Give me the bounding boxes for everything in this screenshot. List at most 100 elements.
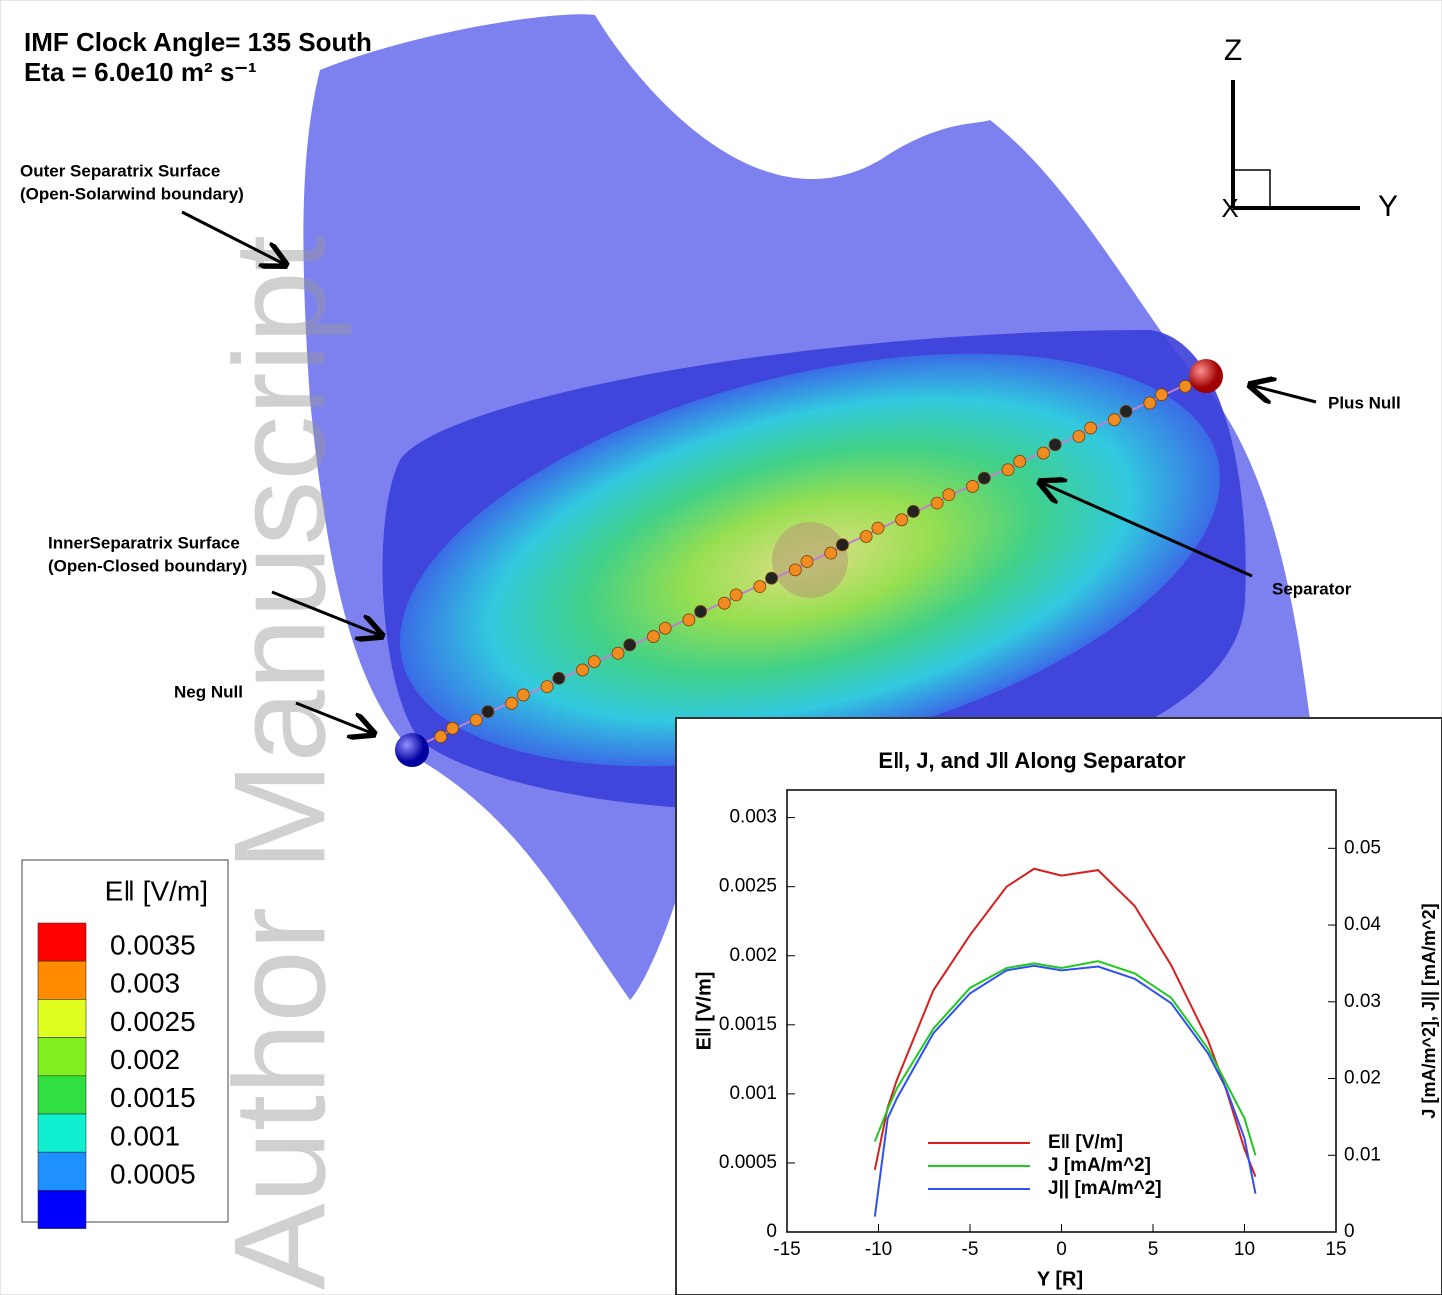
colorbar-swatch bbox=[38, 961, 86, 999]
bead bbox=[896, 514, 908, 526]
x-axis-label: Y [R] bbox=[1037, 1268, 1083, 1290]
y-tick-label: 0.002 bbox=[729, 945, 777, 966]
title: IMF Clock Angle= 135 South bbox=[24, 27, 372, 57]
inset bbox=[676, 718, 1442, 1295]
annotation: Outer Separatrix Surface bbox=[20, 161, 220, 180]
colorbar-swatch bbox=[38, 1152, 86, 1190]
bead bbox=[506, 697, 518, 709]
colorbar-title: E‖ [V/m] bbox=[105, 875, 208, 906]
x-tick-label: 5 bbox=[1148, 1239, 1159, 1260]
bead bbox=[967, 480, 979, 492]
y-tick-label: 0.003 bbox=[729, 807, 777, 828]
y2-tick-label: 0.04 bbox=[1344, 914, 1381, 935]
y2-tick-label: 0.01 bbox=[1344, 1144, 1381, 1165]
plus-null bbox=[1189, 359, 1223, 393]
bead bbox=[872, 522, 884, 534]
bead bbox=[470, 714, 482, 726]
bead bbox=[766, 572, 778, 584]
chart-title: E‖, J, and J‖ Along Separator bbox=[878, 748, 1186, 773]
x-tick-label: 0 bbox=[1056, 1239, 1067, 1260]
y-tick-label: 0.001 bbox=[729, 1083, 777, 1104]
bead bbox=[943, 489, 955, 501]
y-tick-label: 0.0015 bbox=[719, 1014, 777, 1035]
y2-tick-label: 0.02 bbox=[1344, 1068, 1381, 1089]
colorbar-label: 0.002 bbox=[110, 1044, 180, 1075]
x-tick-label: 15 bbox=[1325, 1239, 1346, 1260]
colorbar-label: 0.0005 bbox=[110, 1159, 196, 1190]
bead bbox=[541, 681, 553, 693]
bead bbox=[695, 606, 707, 618]
bead bbox=[624, 639, 636, 651]
y2-tick-label: 0 bbox=[1344, 1221, 1355, 1242]
annotation: Neg Null bbox=[174, 682, 243, 701]
y2-tick-label: 0.05 bbox=[1344, 837, 1381, 858]
bead bbox=[659, 622, 671, 634]
bead bbox=[1108, 414, 1120, 426]
bead bbox=[836, 539, 848, 551]
y-axis-label: E‖ [V/m] bbox=[693, 972, 715, 1051]
colorbar-swatch bbox=[38, 1038, 86, 1076]
annotation: Plus Null bbox=[1328, 393, 1401, 412]
colorbar-swatch bbox=[38, 923, 86, 961]
bead bbox=[801, 556, 813, 568]
bead bbox=[1073, 430, 1085, 442]
x-tick-label: -15 bbox=[773, 1239, 800, 1260]
bead bbox=[435, 731, 447, 743]
triad-label: Z bbox=[1224, 34, 1242, 67]
triad-label: Y bbox=[1378, 190, 1398, 223]
annotation: (Open-Solarwind boundary) bbox=[20, 184, 244, 203]
y-tick-label: 0.0025 bbox=[719, 876, 777, 897]
bead bbox=[1156, 389, 1168, 401]
annotation: (Open-Closed boundary) bbox=[48, 556, 247, 575]
bead bbox=[907, 505, 919, 517]
annotation: InnerSeparatrix Surface bbox=[48, 533, 240, 552]
bead bbox=[1014, 455, 1026, 467]
colorbar-swatch bbox=[38, 999, 86, 1037]
bead bbox=[1037, 447, 1049, 459]
bead bbox=[825, 547, 837, 559]
bead bbox=[588, 656, 600, 668]
colorbar-swatch bbox=[38, 1076, 86, 1114]
bead bbox=[683, 614, 695, 626]
bead bbox=[730, 589, 742, 601]
bead bbox=[860, 530, 872, 542]
legend-label: J [mA/m^2] bbox=[1048, 1155, 1151, 1176]
bead bbox=[789, 564, 801, 576]
bead bbox=[1179, 380, 1191, 392]
bead bbox=[446, 722, 458, 734]
legend-label: J|| [mA/m^2] bbox=[1048, 1178, 1162, 1199]
bead bbox=[1120, 405, 1132, 417]
figure: Author Manuscript IMF Clock Angle= 135 S… bbox=[0, 0, 1442, 1295]
bead bbox=[553, 672, 565, 684]
bead bbox=[718, 597, 730, 609]
bead bbox=[612, 647, 624, 659]
bead bbox=[517, 689, 529, 701]
bead bbox=[647, 631, 659, 643]
bead bbox=[577, 664, 589, 676]
legend-label: E‖ [V/m] bbox=[1048, 1132, 1123, 1153]
annotation: Separator bbox=[1272, 579, 1352, 598]
x-tick-label: 10 bbox=[1234, 1239, 1255, 1260]
bead bbox=[754, 581, 766, 593]
colorbar-label: 0.0025 bbox=[110, 1006, 196, 1037]
colorbar-label: 0.0035 bbox=[110, 929, 196, 960]
y-tick-label: 0.0005 bbox=[719, 1152, 777, 1173]
colorbar-label: 0.0015 bbox=[110, 1082, 196, 1113]
bead bbox=[1085, 422, 1097, 434]
bead bbox=[1049, 439, 1061, 451]
colorbar-swatch bbox=[38, 1190, 86, 1228]
title: Eta = 6.0e10 m² s⁻¹ bbox=[24, 57, 257, 87]
bead bbox=[1002, 464, 1014, 476]
y2-tick-label: 0.03 bbox=[1344, 991, 1381, 1012]
colorbar-swatch bbox=[38, 1114, 86, 1152]
colorbar-label: 0.001 bbox=[110, 1120, 180, 1151]
bead bbox=[482, 706, 494, 718]
y-tick-label: 0 bbox=[766, 1221, 777, 1242]
x-tick-label: -10 bbox=[865, 1239, 892, 1260]
neg-null bbox=[395, 733, 429, 767]
colorbar-label: 0.003 bbox=[110, 968, 180, 999]
triad-label: X bbox=[1221, 193, 1238, 223]
bead bbox=[1144, 397, 1156, 409]
x-tick-label: -5 bbox=[962, 1239, 979, 1260]
bead bbox=[978, 472, 990, 484]
